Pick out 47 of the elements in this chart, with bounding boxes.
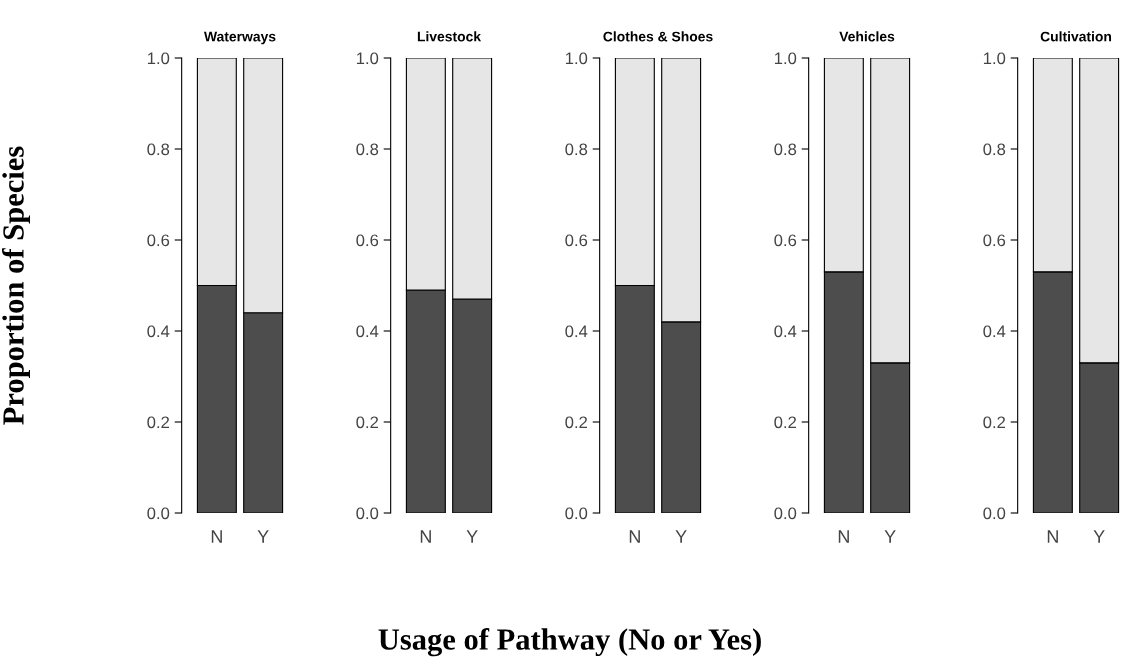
y-tick-label: 1.0	[983, 52, 1006, 65]
y-tick-label: 0.8	[356, 143, 379, 156]
y-tick-label: 0.2	[356, 416, 379, 429]
y-tick-label: 0.2	[774, 416, 797, 429]
x-tick-label: Y	[1093, 530, 1105, 543]
y-axis-title: Proportion of Species	[1, 146, 30, 425]
y-tick-label: 0.2	[983, 416, 1006, 429]
chart-title: Clothes & Shoes	[603, 31, 713, 42]
x-tick-label: Y	[884, 530, 896, 543]
y-tick-label: 0.6	[983, 234, 1006, 247]
y-tick-label: 0.0	[774, 507, 797, 520]
y-tick-label: 0.8	[774, 143, 797, 156]
y-tick-label: 0.4	[565, 325, 588, 338]
y-tick-label: 0.8	[147, 143, 170, 156]
y-tick-label: 0.8	[565, 143, 588, 156]
x-tick-label: N	[1047, 530, 1058, 543]
x-tick-label: Y	[466, 530, 478, 543]
chart-title: Waterways	[203, 31, 276, 45]
x-axis-title: Usage of Pathway (No or Yes)	[378, 628, 761, 657]
y-tick-label: 1.0	[565, 52, 588, 65]
chart-title: Vehicles	[839, 31, 895, 42]
y-tick-label: 0.4	[983, 325, 1006, 338]
x-tick-label: N	[420, 530, 431, 543]
y-tick-label: 0.6	[565, 234, 588, 247]
y-tick-label: 0.6	[774, 234, 797, 247]
chart-title: Livestock	[417, 31, 482, 42]
y-tick-label: 0.0	[983, 507, 1006, 520]
y-tick-label: 0.8	[983, 143, 1006, 156]
y-tick-label: 0.4	[147, 325, 170, 338]
y-tick-label: 0.6	[356, 234, 379, 247]
y-tick-label: 0.0	[147, 507, 170, 520]
x-tick-label: Y	[675, 530, 687, 543]
y-tick-label: 0.6	[147, 234, 170, 247]
y-tick-label: 0.0	[565, 507, 588, 520]
y-tick-label: 1.0	[356, 52, 379, 65]
y-tick-label: 0.4	[356, 325, 379, 338]
y-tick-label: 0.0	[356, 507, 379, 520]
x-tick-label: N	[629, 530, 640, 543]
x-tick-label: N	[838, 530, 849, 543]
y-tick-label: 1.0	[147, 52, 170, 65]
x-tick-label: Y	[257, 530, 269, 543]
y-tick-label: 0.2	[147, 416, 170, 429]
y-tick-label: 1.0	[774, 52, 797, 65]
y-tick-label: 0.2	[565, 416, 588, 429]
y-tick-label: 0.4	[774, 325, 797, 338]
x-tick-label: N	[211, 530, 222, 543]
chart-title: Cultivation	[1040, 31, 1112, 42]
